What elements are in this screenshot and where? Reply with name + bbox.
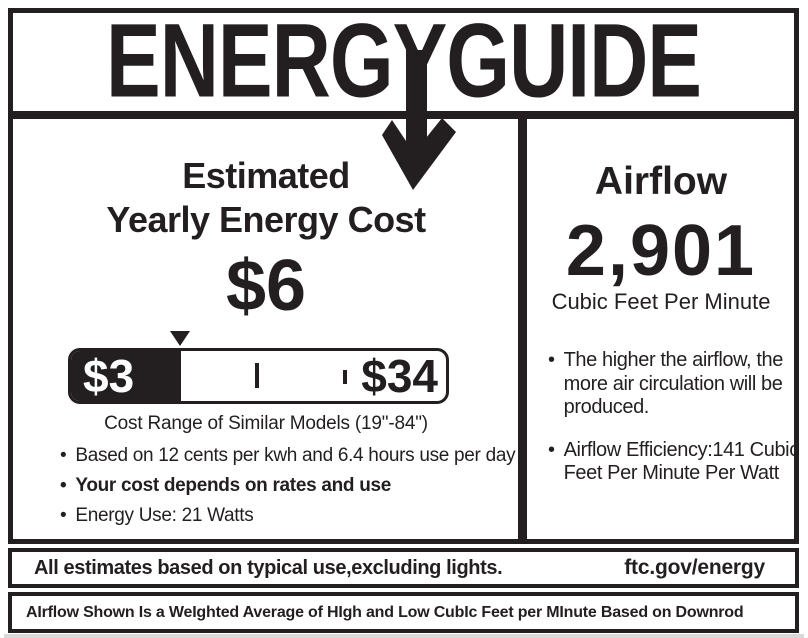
footer-disclaimer-bar: AIrflow Shown Is a WeIghted Average of H…	[8, 592, 799, 633]
cost-range-track: $34	[181, 351, 446, 401]
estimated-cost-heading-line1: Estimated	[182, 155, 350, 196]
cost-notes-list: Based on 12 cents per kwh and 6.4 hours …	[60, 441, 520, 531]
label-header: ENERGYGUIDE	[8, 9, 799, 114]
scan-edge-shadow	[4, 634, 804, 638]
disclaimer-text: AIrflow Shown Is a WeIghted Average of H…	[26, 603, 744, 621]
tick-mark	[255, 363, 259, 388]
cost-range-fill: $3	[71, 351, 181, 401]
footer-estimates-bar: All estimates based on typical use,exclu…	[8, 548, 799, 588]
yearly-cost-value: $6	[225, 246, 307, 326]
airflow-unit: Cubic Feet Per Minute	[551, 289, 771, 314]
list-item: The higher the airflow, the more air cir…	[548, 349, 790, 420]
range-marker-icon	[170, 331, 190, 346]
down-arrow-icon	[382, 50, 456, 190]
page-title: ENERGYGUIDE	[106, 3, 702, 120]
list-item: Energy Use: 21 Watts	[60, 501, 520, 531]
column-divider	[518, 119, 527, 539]
list-item-line: The higher the airflow, the	[563, 349, 784, 371]
range-max-label: $34	[361, 350, 438, 402]
cost-range-bar: $3 $34	[68, 348, 449, 404]
airflow-heading: Airflow	[594, 160, 728, 203]
cost-range-caption: Cost Range of Similar Models (19"-84")	[104, 413, 428, 434]
airflow-value: 2,901	[565, 211, 757, 291]
tick-mark	[343, 370, 347, 384]
ftc-website-link: ftc.gov/energy	[624, 556, 765, 579]
list-item-line: more air circulation will be	[563, 372, 783, 395]
estimated-cost-heading-line2: Yearly Energy Cost	[106, 199, 426, 240]
footer-note: All estimates based on typical use,exclu…	[34, 556, 503, 579]
range-min-label: $3	[83, 350, 135, 402]
list-item-line: produced.	[563, 396, 650, 418]
airflow-notes-list: The higher the airflow, the more air cir…	[548, 349, 800, 486]
header-divider	[13, 111, 794, 119]
list-item: Airflow Efficiency:141 Cubic Feet Per Mi…	[548, 439, 800, 486]
list-item: Your cost depends on rates and use	[60, 471, 520, 501]
list-item-line: Feet Per Minute Per Watt	[563, 462, 780, 484]
list-item-line: Airflow Efficiency:141 Cubic	[563, 438, 800, 461]
list-item: Based on 12 cents per kwh and 6.4 hours …	[60, 441, 520, 471]
